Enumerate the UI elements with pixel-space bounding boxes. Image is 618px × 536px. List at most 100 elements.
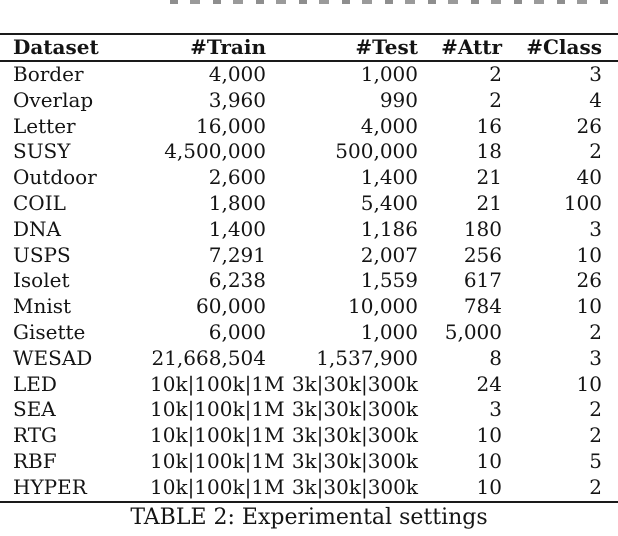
dataset-name-cell: RBF xyxy=(13,448,57,473)
value-cell: 4 xyxy=(589,87,602,112)
table-row: COIL 1,800 5,400 21 100 xyxy=(0,191,618,217)
value-cell: 180 xyxy=(463,216,502,241)
table-row: Isolet 6,238 1,559 617 26 xyxy=(0,268,618,294)
table-row: SUSY 4,500,000 500,000 18 2 xyxy=(0,139,618,165)
value-cell: 18 xyxy=(476,139,502,164)
dataset-name-cell: Mnist xyxy=(13,294,72,319)
value-cell: 3k|30k|300k xyxy=(291,371,418,396)
dataset-name-cell: HYPER xyxy=(13,474,87,499)
value-cell: 2 xyxy=(589,397,602,422)
value-cell: 10k|100k|1M xyxy=(150,423,285,448)
dataset-name-cell: USPS xyxy=(13,242,71,267)
table-row: RBF 10k|100k|1M 3k|30k|300k 10 5 xyxy=(0,449,618,475)
value-cell: 26 xyxy=(576,113,602,138)
dataset-name-cell: WESAD xyxy=(13,345,93,370)
value-cell: 5,000 xyxy=(444,319,502,344)
table-row: RTG 10k|100k|1M 3k|30k|300k 10 2 xyxy=(0,423,618,449)
value-cell: 40 xyxy=(576,165,602,190)
value-cell: 10k|100k|1M xyxy=(150,371,285,396)
value-cell: 10 xyxy=(476,474,502,499)
value-cell: 2,600 xyxy=(208,165,266,190)
value-cell: 1,559 xyxy=(360,268,418,293)
table-header: Dataset #Train #Test #Attr #Class xyxy=(0,34,618,62)
value-cell: 5,400 xyxy=(360,190,418,215)
value-cell: 6,000 xyxy=(208,319,266,344)
value-cell: 3 xyxy=(589,216,602,241)
value-cell: 500,000 xyxy=(335,139,418,164)
table-row: SEA 10k|100k|1M 3k|30k|300k 3 2 xyxy=(0,397,618,423)
table-row: WESAD 21,668,504 1,537,900 8 3 xyxy=(0,346,618,372)
value-cell: 256 xyxy=(463,242,502,267)
dataset-name-cell: Overlap xyxy=(13,87,94,112)
table-row: HYPER 10k|100k|1M 3k|30k|300k 10 2 xyxy=(0,475,618,502)
value-cell: 2 xyxy=(589,139,602,164)
value-cell: 10 xyxy=(576,371,602,396)
column-header-train: #Train xyxy=(150,34,266,62)
value-cell: 3 xyxy=(489,397,502,422)
cropped-text-remnant xyxy=(170,0,613,4)
value-cell: 1,800 xyxy=(208,190,266,215)
value-cell: 3 xyxy=(589,62,602,86)
value-cell: 1,537,900 xyxy=(316,345,418,370)
value-cell: 4,500,000 xyxy=(164,139,266,164)
dataset-name-cell: Outdoor xyxy=(13,165,97,190)
value-cell: 2 xyxy=(589,474,602,499)
column-header-dataset: Dataset xyxy=(0,34,150,62)
value-cell: 4,000 xyxy=(360,113,418,138)
value-cell: 6,238 xyxy=(208,268,266,293)
table-row: Outdoor 2,600 1,400 21 40 xyxy=(0,165,618,191)
value-cell: 1,186 xyxy=(360,216,418,241)
value-cell: 1,400 xyxy=(208,216,266,241)
table-row: USPS 7,291 2,007 256 10 xyxy=(0,243,618,269)
value-cell: 4,000 xyxy=(208,62,266,86)
value-cell: 21 xyxy=(476,190,502,215)
value-cell: 10k|100k|1M xyxy=(150,474,285,499)
value-cell: 10 xyxy=(576,294,602,319)
table-row: DNA 1,400 1,186 180 3 xyxy=(0,217,618,243)
value-cell: 16 xyxy=(476,113,502,138)
table-header-row: Dataset #Train #Test #Attr #Class xyxy=(0,34,618,62)
value-cell: 100 xyxy=(563,190,602,215)
value-cell: 10 xyxy=(476,423,502,448)
value-cell: 1,000 xyxy=(360,62,418,86)
dataset-name-cell: Letter xyxy=(13,113,76,138)
value-cell: 21,668,504 xyxy=(151,345,266,370)
dataset-name-cell: LED xyxy=(13,371,57,396)
value-cell: 10k|100k|1M xyxy=(150,448,285,473)
dataset-name-cell: Border xyxy=(13,62,84,86)
value-cell: 10 xyxy=(576,242,602,267)
value-cell: 16,000 xyxy=(196,113,266,138)
value-cell: 8 xyxy=(489,345,502,370)
value-cell: 60,000 xyxy=(196,294,266,319)
dataset-name-cell: RTG xyxy=(13,423,58,448)
column-header-test: #Test xyxy=(266,34,418,62)
value-cell: 3k|30k|300k xyxy=(291,397,418,422)
value-cell: 617 xyxy=(463,268,502,293)
value-cell: 3k|30k|300k xyxy=(291,423,418,448)
value-cell: 2 xyxy=(589,423,602,448)
value-cell: 3k|30k|300k xyxy=(291,448,418,473)
value-cell: 24 xyxy=(476,371,502,396)
value-cell: 10 xyxy=(476,448,502,473)
value-cell: 784 xyxy=(463,294,502,319)
value-cell: 2,007 xyxy=(360,242,418,267)
value-cell: 1,000 xyxy=(360,319,418,344)
column-header-class: #Class xyxy=(502,34,618,62)
table-row: LED 10k|100k|1M 3k|30k|300k 24 10 xyxy=(0,372,618,398)
value-cell: 2 xyxy=(589,319,602,344)
value-cell: 3k|30k|300k xyxy=(291,474,418,499)
table-row: Gisette 6,000 1,000 5,000 2 xyxy=(0,320,618,346)
value-cell: 26 xyxy=(576,268,602,293)
value-cell: 10,000 xyxy=(348,294,418,319)
value-cell: 7,291 xyxy=(208,242,266,267)
table-row: Overlap 3,960 990 2 4 xyxy=(0,88,618,114)
dataset-name-cell: SUSY xyxy=(13,139,71,164)
table-row: Letter 16,000 4,000 16 26 xyxy=(0,114,618,140)
value-cell: 5 xyxy=(589,448,602,473)
table-row: Border 4,000 1,000 2 3 xyxy=(0,61,618,88)
dataset-name-cell: DNA xyxy=(13,216,61,241)
table-body: Border 4,000 1,000 2 3 Overlap 3,960 990 2 4 Lette… xyxy=(0,61,618,502)
value-cell: 2 xyxy=(489,87,502,112)
value-cell: 10k|100k|1M xyxy=(150,397,285,422)
